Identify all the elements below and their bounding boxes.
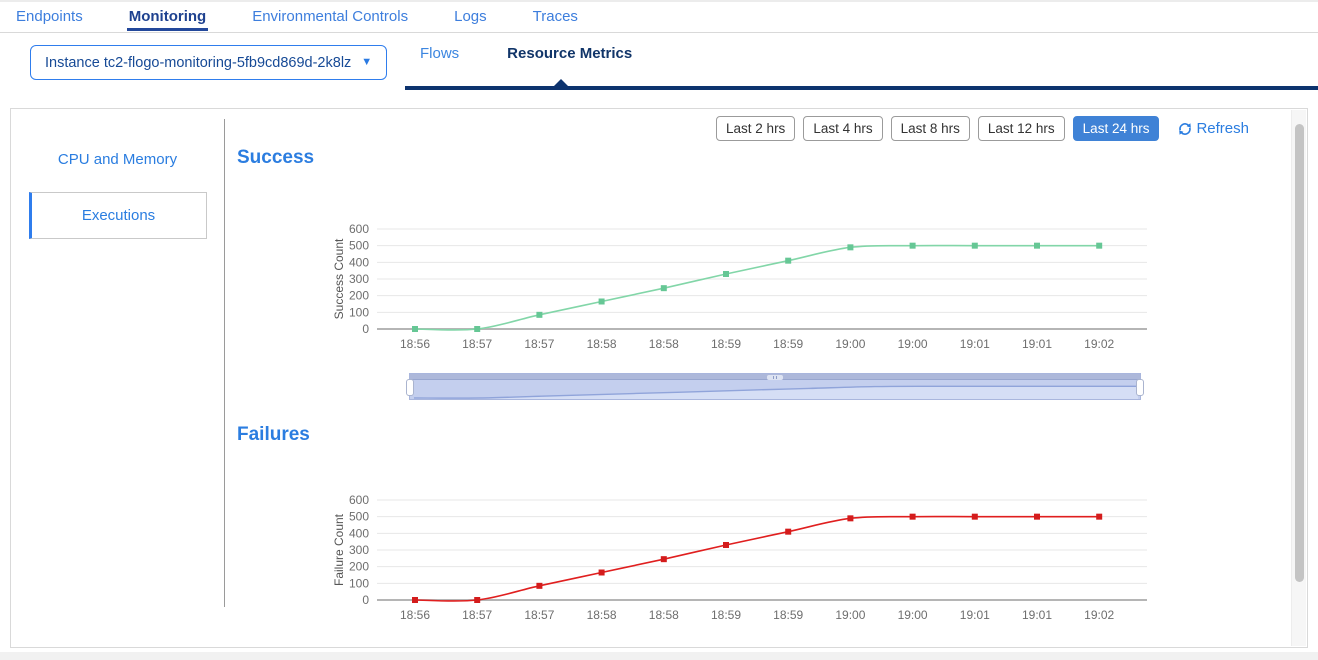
svg-text:18:58: 18:58 xyxy=(649,608,679,622)
svg-text:18:59: 18:59 xyxy=(773,337,803,351)
time-range-button-last-8-hrs[interactable]: Last 8 hrs xyxy=(891,116,970,141)
svg-text:600: 600 xyxy=(349,493,369,507)
time-range-toolbar: Last 2 hrs Last 4 hrs Last 8 hrs Last 12 hr… xyxy=(716,116,1249,141)
svg-text:18:59: 18:59 xyxy=(711,337,741,351)
svg-text:18:57: 18:57 xyxy=(524,608,554,622)
svg-text:19:00: 19:00 xyxy=(835,608,865,622)
svg-text:100: 100 xyxy=(349,576,369,590)
refresh-button[interactable]: Refresh xyxy=(1177,120,1249,137)
time-range-button-last-4-hrs[interactable]: Last 4 hrs xyxy=(803,116,882,141)
nav-item-traces[interactable]: Traces xyxy=(531,3,580,31)
page-footer-strip xyxy=(0,652,1318,660)
datazoom-slider[interactable] xyxy=(409,373,1141,400)
svg-text:600: 600 xyxy=(349,222,369,236)
charts-content: Last 2 hrs Last 4 hrs Last 8 hrs Last 12 hr… xyxy=(225,109,1307,647)
svg-text:500: 500 xyxy=(349,239,369,253)
svg-text:18:56: 18:56 xyxy=(400,337,430,351)
svg-text:200: 200 xyxy=(349,289,369,303)
sidebar-item-cpu-and-memory[interactable]: CPU and Memory xyxy=(29,141,207,178)
chevron-down-icon: ▼ xyxy=(361,57,372,68)
svg-text:19:00: 19:00 xyxy=(898,608,928,622)
svg-text:18:56: 18:56 xyxy=(400,608,430,622)
svg-text:19:02: 19:02 xyxy=(1084,608,1114,622)
svg-text:18:58: 18:58 xyxy=(587,337,617,351)
vertical-scrollbar-track[interactable] xyxy=(1291,110,1306,646)
failures-chart-title: Failures xyxy=(237,424,1307,446)
metrics-sidebar: CPU and Memory Executions xyxy=(11,109,224,647)
svg-text:18:59: 18:59 xyxy=(711,608,741,622)
datazoom-preview xyxy=(410,380,1142,401)
svg-text:18:57: 18:57 xyxy=(462,608,492,622)
svg-text:19:01: 19:01 xyxy=(1022,337,1052,351)
vertical-scrollbar-thumb[interactable] xyxy=(1295,124,1304,582)
datazoom-right-handle[interactable] xyxy=(1136,379,1144,396)
top-navigation: Endpoints Monitoring Environmental Control… xyxy=(0,0,1318,33)
svg-text:400: 400 xyxy=(349,255,369,269)
svg-text:18:58: 18:58 xyxy=(587,608,617,622)
time-range-button-last-12-hrs[interactable]: Last 12 hrs xyxy=(978,116,1065,141)
success-chart: 600 500 400 300 200 100 0 Success Count 18:56 18:… xyxy=(331,219,1307,366)
svg-text:200: 200 xyxy=(349,560,369,574)
svg-text:18:57: 18:57 xyxy=(524,337,554,351)
monitoring-panel: CPU and MemoryExecutions Last 2 hrsLast … xyxy=(10,108,1308,648)
svg-text:19:01: 19:01 xyxy=(960,337,990,351)
svg-text:300: 300 xyxy=(349,543,369,557)
svg-text:18:58: 18:58 xyxy=(649,337,679,351)
svg-text:18:59: 18:59 xyxy=(773,608,803,622)
failures-chart: 600 500 400 300 200 100 0 Failure Count 18:56 18:… xyxy=(331,490,1307,637)
success-chart-title: Success xyxy=(237,147,1307,169)
active-tab-underline xyxy=(405,86,1318,90)
svg-text:100: 100 xyxy=(349,305,369,319)
svg-text:18:57: 18:57 xyxy=(462,337,492,351)
svg-text:19:01: 19:01 xyxy=(1022,608,1052,622)
active-tab-caret xyxy=(553,79,569,87)
svg-text:19:00: 19:00 xyxy=(898,337,928,351)
time-range-button-last-24-hrs[interactable]: Last 24 hrs xyxy=(1073,116,1160,141)
datazoom-left-handle[interactable] xyxy=(406,379,414,396)
datazoom-move-handle[interactable] xyxy=(410,374,1140,380)
instance-selector-value: Instance tc2-flogo-monitoring-5fb9cd869d… xyxy=(45,55,351,71)
nav-item-monitoring[interactable]: Monitoring xyxy=(127,3,208,31)
svg-text:400: 400 xyxy=(349,526,369,540)
svg-text:300: 300 xyxy=(349,272,369,286)
svg-text:0: 0 xyxy=(362,593,369,607)
svg-text:19:02: 19:02 xyxy=(1084,337,1114,351)
svg-text:500: 500 xyxy=(349,510,369,524)
instance-selector-dropdown[interactable]: Instance tc2-flogo-monitoring-5fb9cd869d… xyxy=(30,45,387,80)
svg-text:Failure Count: Failure Count xyxy=(332,513,346,586)
sub-header: Instance tc2-flogo-monitoring-5fb9cd869d… xyxy=(0,33,1318,91)
svg-text:Success Count: Success Count xyxy=(332,238,346,319)
refresh-icon xyxy=(1177,121,1193,137)
tab-flows[interactable]: Flows xyxy=(420,45,459,62)
metrics-tabs: Flows Resource Metrics xyxy=(420,45,632,62)
tab-resource-metrics[interactable]: Resource Metrics xyxy=(507,45,632,62)
sidebar-item-executions[interactable]: Executions xyxy=(29,192,207,239)
svg-text:0: 0 xyxy=(362,322,369,336)
svg-text:19:01: 19:01 xyxy=(960,608,990,622)
nav-item-logs[interactable]: Logs xyxy=(452,3,489,31)
refresh-label: Refresh xyxy=(1196,120,1249,137)
svg-text:19:00: 19:00 xyxy=(835,337,865,351)
datazoom-grip-icon[interactable] xyxy=(767,375,783,380)
time-range-button-last-2-hrs[interactable]: Last 2 hrs xyxy=(716,116,795,141)
nav-item-endpoints[interactable]: Endpoints xyxy=(14,3,85,31)
nav-item-environmental-controls[interactable]: Environmental Controls xyxy=(250,3,410,31)
